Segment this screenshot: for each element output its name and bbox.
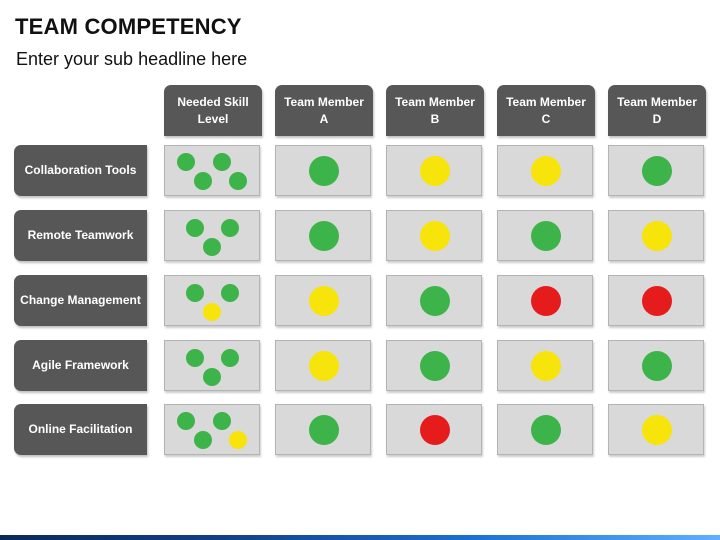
skill-dot-yellow bbox=[203, 303, 221, 321]
status-dot-green bbox=[420, 351, 450, 381]
status-dot-yellow bbox=[531, 351, 561, 381]
skill-dot-green bbox=[194, 172, 212, 190]
row-header-3: Agile Framework bbox=[14, 340, 147, 391]
skill-dot-green bbox=[221, 349, 239, 367]
status-dot-green bbox=[642, 156, 672, 186]
status-dot-green bbox=[531, 221, 561, 251]
skill-dot-green bbox=[213, 153, 231, 171]
skill-dot-green bbox=[186, 284, 204, 302]
skill-dot-green bbox=[221, 284, 239, 302]
bottom-accent-bar bbox=[0, 535, 720, 540]
skill-dot-green bbox=[203, 238, 221, 256]
skill-dot-green bbox=[186, 219, 204, 237]
skill-dot-yellow bbox=[229, 431, 247, 449]
status-dot-yellow bbox=[420, 156, 450, 186]
member-cell bbox=[608, 210, 704, 261]
page-title: TEAM COMPETENCY bbox=[15, 14, 242, 39]
member-cell bbox=[275, 340, 371, 391]
column-header-1: Team Member A bbox=[275, 85, 373, 136]
skill-dot-green bbox=[203, 368, 221, 386]
member-cell bbox=[275, 210, 371, 261]
member-cell bbox=[275, 404, 371, 455]
status-dot-red bbox=[642, 286, 672, 316]
skill-dot-green bbox=[221, 219, 239, 237]
member-cell bbox=[608, 275, 704, 326]
member-cell bbox=[275, 145, 371, 196]
column-header-4: Team Member D bbox=[608, 85, 706, 136]
skill-dot-green bbox=[229, 172, 247, 190]
skill-dot-green bbox=[194, 431, 212, 449]
status-dot-yellow bbox=[309, 351, 339, 381]
member-cell bbox=[608, 340, 704, 391]
skill-dot-green bbox=[186, 349, 204, 367]
column-header-3: Team Member C bbox=[497, 85, 595, 136]
status-dot-green bbox=[420, 286, 450, 316]
needed-skill-cell bbox=[164, 145, 260, 196]
member-cell bbox=[386, 404, 482, 455]
skill-dot-green bbox=[177, 153, 195, 171]
member-cell bbox=[608, 145, 704, 196]
status-dot-green bbox=[642, 351, 672, 381]
status-dot-red bbox=[420, 415, 450, 445]
member-cell bbox=[497, 145, 593, 196]
needed-skill-cell bbox=[164, 404, 260, 455]
member-cell bbox=[497, 340, 593, 391]
row-header-4: Online Facilitation bbox=[14, 404, 147, 455]
status-dot-green bbox=[309, 415, 339, 445]
member-cell bbox=[275, 275, 371, 326]
member-cell bbox=[608, 404, 704, 455]
status-dot-green bbox=[309, 221, 339, 251]
row-header-2: Change Management bbox=[14, 275, 147, 326]
status-dot-yellow bbox=[531, 156, 561, 186]
skill-dot-green bbox=[177, 412, 195, 430]
column-header-2: Team Member B bbox=[386, 85, 484, 136]
status-dot-yellow bbox=[642, 221, 672, 251]
skill-dot-green bbox=[213, 412, 231, 430]
page-subtitle: Enter your sub headline here bbox=[16, 49, 248, 69]
status-dot-red bbox=[531, 286, 561, 316]
needed-skill-cell bbox=[164, 340, 260, 391]
member-cell bbox=[386, 145, 482, 196]
status-dot-yellow bbox=[309, 286, 339, 316]
needed-skill-cell bbox=[164, 210, 260, 261]
member-cell bbox=[386, 275, 482, 326]
column-header-0: Needed Skill Level bbox=[164, 85, 262, 136]
member-cell bbox=[386, 210, 482, 261]
member-cell bbox=[497, 404, 593, 455]
member-cell bbox=[497, 275, 593, 326]
status-dot-yellow bbox=[642, 415, 672, 445]
status-dot-green bbox=[531, 415, 561, 445]
needed-skill-cell bbox=[164, 275, 260, 326]
status-dot-green bbox=[309, 156, 339, 186]
status-dot-yellow bbox=[420, 221, 450, 251]
member-cell bbox=[497, 210, 593, 261]
row-header-0: Collaboration Tools bbox=[14, 145, 147, 196]
member-cell bbox=[386, 340, 482, 391]
row-header-1: Remote Teamwork bbox=[14, 210, 147, 261]
